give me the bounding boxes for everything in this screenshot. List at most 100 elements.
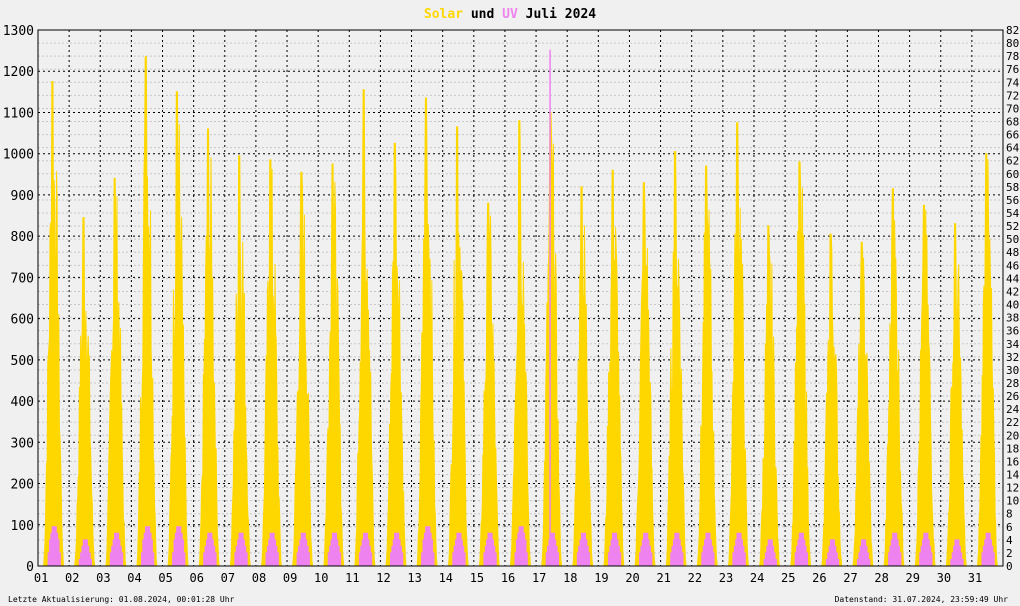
uv-day-28 (887, 532, 903, 567)
uv-day-15 (482, 532, 498, 567)
x-tick-label: 28 (874, 571, 888, 585)
x-axis-tick-labels: 01 02 03 04 05 06 07 08 09 10 11 12 13 14 15 16 17 18 19 20… (34, 571, 982, 585)
solar-day-09 (292, 171, 314, 567)
x-tick-label: 13 (407, 571, 421, 585)
solar-day-21 (665, 151, 687, 567)
right-tick-label: 58 (1006, 181, 1019, 194)
left-tick-label: 400 (11, 395, 34, 410)
uv-day-30 (949, 539, 965, 567)
right-tick-label: 56 (1006, 194, 1019, 207)
uv-day-11 (358, 532, 374, 567)
solar-day-14 (447, 126, 469, 567)
title-uv: UV (502, 7, 518, 22)
uv-day-24 (762, 539, 778, 567)
solar-day-08 (260, 159, 282, 567)
solar-day-12 (385, 142, 407, 567)
right-tick-label: 64 (1006, 142, 1020, 155)
solar-day-01 (43, 81, 64, 567)
uv-day-04 (140, 526, 156, 567)
uv-day-22 (700, 532, 716, 567)
solar-day-16 (509, 120, 532, 567)
solar-day-13 (416, 97, 438, 567)
right-tick-label: 42 (1006, 285, 1019, 298)
solar-day-28 (883, 188, 905, 567)
right-tick-label: 12 (1006, 482, 1019, 495)
x-tick-label: 19 (594, 571, 608, 585)
solar-day-04 (136, 56, 158, 567)
x-tick-label: 15 (470, 571, 484, 585)
uv-day-27 (856, 539, 872, 567)
x-tick-label: 25 (781, 571, 795, 585)
x-tick-label: 03 (96, 571, 110, 585)
right-tick-label: 44 (1006, 272, 1020, 285)
x-tick-label: 10 (314, 571, 328, 585)
solar-day-29 (914, 204, 936, 567)
plot-frame (37, 29, 1004, 567)
uv-day-13 (420, 526, 436, 567)
right-tick-label: 78 (1006, 50, 1019, 63)
left-tick-label: 800 (11, 230, 34, 245)
solar-day-26 (821, 233, 843, 567)
left-tick-label: 1200 (3, 65, 34, 80)
right-tick-label: 6 (1006, 521, 1013, 534)
uv-day-12 (389, 532, 405, 567)
uv-day-25 (793, 532, 809, 567)
right-tick-label: 22 (1006, 416, 1019, 429)
left-tick-label: 1100 (3, 106, 34, 121)
right-tick-label: 66 (1006, 129, 1019, 142)
solar-day-03 (105, 177, 127, 567)
uv-day-08 (264, 532, 280, 567)
x-tick-label: 29 (905, 571, 919, 585)
left-tick-label: 500 (11, 354, 34, 369)
x-tick-label: 02 (65, 571, 79, 585)
left-tick-label: 1000 (3, 148, 34, 163)
right-tick-label: 32 (1006, 351, 1019, 364)
right-axis-tick-labels: 0246810121416182022242628303234363840424… (1006, 24, 1020, 573)
solar-day-31 (977, 153, 998, 567)
uv-day-09 (295, 532, 311, 567)
right-tick-label: 2 (1006, 547, 1013, 560)
right-tick-label: 8 (1006, 508, 1013, 521)
right-tick-label: 34 (1006, 338, 1020, 351)
x-tick-label: 11 (345, 571, 359, 585)
solar-day-07 (229, 155, 251, 567)
uv-day-05 (171, 526, 187, 567)
solar-day-02 (74, 217, 96, 567)
uv-day-17 (544, 532, 560, 567)
right-tick-label: 80 (1006, 37, 1019, 50)
x-tick-label: 21 (656, 571, 670, 585)
right-tick-label: 70 (1006, 102, 1019, 115)
right-tick-label: 16 (1006, 455, 1019, 468)
right-tick-label: 60 (1006, 168, 1019, 181)
x-tick-label: 16 (501, 571, 515, 585)
footer-data-status: Datenstand: 31.07.2024, 23:59:49 Uhr (835, 595, 1009, 604)
x-tick-label: 26 (812, 571, 826, 585)
right-tick-label: 54 (1006, 207, 1020, 220)
right-tick-label: 48 (1006, 246, 1019, 259)
uv-day-07 (233, 532, 249, 567)
left-tick-label: 600 (11, 313, 34, 328)
right-tick-label: 18 (1006, 442, 1019, 455)
left-tick-label: 100 (11, 519, 34, 534)
right-tick-label: 30 (1006, 364, 1019, 377)
x-tick-label: 14 (439, 571, 453, 585)
uv-day-02 (77, 539, 93, 567)
x-tick-label: 06 (190, 571, 204, 585)
uv-day-06 (202, 532, 218, 567)
right-tick-label: 62 (1006, 155, 1019, 168)
right-tick-label: 38 (1006, 312, 1019, 325)
x-tick-label: 04 (127, 571, 141, 585)
x-tick-label: 05 (158, 571, 172, 585)
solar-day-19 (603, 169, 625, 567)
x-tick-label: 18 (563, 571, 577, 585)
x-tick-label: 27 (843, 571, 857, 585)
solar-day-15 (478, 202, 500, 567)
right-tick-label: 4 (1006, 534, 1013, 547)
solar-day-17 (541, 112, 563, 567)
right-tick-label: 26 (1006, 390, 1019, 403)
right-tick-label: 14 (1006, 468, 1020, 481)
solar-day-10 (323, 163, 345, 567)
x-tick-label: 23 (719, 571, 733, 585)
solar-day-27 (852, 241, 874, 567)
